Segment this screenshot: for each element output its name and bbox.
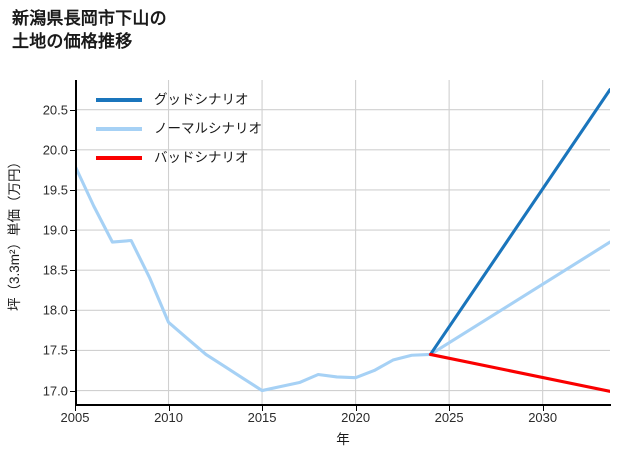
series-lines xyxy=(75,88,610,393)
x-tick-label: 2010 xyxy=(154,410,183,425)
y-axis-spine xyxy=(75,80,77,406)
page-title: 新潟県長岡市下山の 土地の価格推移 xyxy=(12,9,167,51)
y-tick-mark xyxy=(70,390,75,392)
x-tick-mark xyxy=(449,406,451,411)
x-tick-label: 2015 xyxy=(247,410,277,425)
x-tick-mark xyxy=(542,406,544,411)
y-tick-mark xyxy=(70,109,75,111)
y-tick-mark xyxy=(70,189,75,191)
x-tick-label: 2020 xyxy=(341,410,371,425)
legend-label-normal: ノーマルシナリオ xyxy=(154,121,262,137)
chart-legend: グッドシナリオ ノーマルシナリオ バッドシナリオ xyxy=(96,92,262,166)
x-tick-mark xyxy=(262,406,264,411)
y-tick-label: 18.0 xyxy=(42,302,68,318)
y-axis-tick-labels: 17.0 17.5 18.0 18.5 19.0 19.5 20.0 20.5 xyxy=(0,0,68,465)
y-tick-label: 20.0 xyxy=(42,142,68,158)
legend-swatch-bad-icon xyxy=(96,156,142,160)
x-tick-mark xyxy=(168,406,170,411)
y-tick-label: 20.5 xyxy=(42,102,68,118)
series-line-bad xyxy=(428,352,610,393)
series-line-normal xyxy=(75,164,610,393)
y-tick-mark xyxy=(70,230,75,232)
legend-label-good: グッドシナリオ xyxy=(154,92,249,108)
y-tick-label: 19.5 xyxy=(42,182,68,198)
legend-swatch-normal-icon xyxy=(96,127,142,131)
x-tick-label: 2025 xyxy=(434,410,464,425)
legend-item-normal: ノーマルシナリオ xyxy=(96,121,262,137)
y-tick-mark xyxy=(70,270,75,272)
y-tick-mark xyxy=(70,310,75,312)
plot-area xyxy=(75,80,610,405)
x-tick-label: 2005 xyxy=(60,410,90,425)
x-tick-mark xyxy=(355,406,357,411)
legend-label-bad: バッドシナリオ xyxy=(154,150,249,166)
x-tick-mark xyxy=(75,406,76,411)
legend-item-bad: バッドシナリオ xyxy=(96,150,262,166)
legend-swatch-good-icon xyxy=(96,98,142,102)
legend-item-good: グッドシナリオ xyxy=(96,92,262,108)
y-tick-label: 17.0 xyxy=(42,383,68,399)
series-line-good xyxy=(428,88,610,356)
y-tick-mark xyxy=(70,350,75,352)
chart-canvas xyxy=(75,80,610,405)
y-tick-label: 17.5 xyxy=(42,342,68,358)
y-tick-mark xyxy=(70,149,75,151)
x-tick-label: 2030 xyxy=(528,410,558,425)
x-axis-title: 年 xyxy=(336,432,350,447)
y-tick-label: 18.5 xyxy=(42,262,68,278)
y-tick-label: 19.0 xyxy=(42,222,68,238)
x-axis-spine xyxy=(75,404,611,406)
